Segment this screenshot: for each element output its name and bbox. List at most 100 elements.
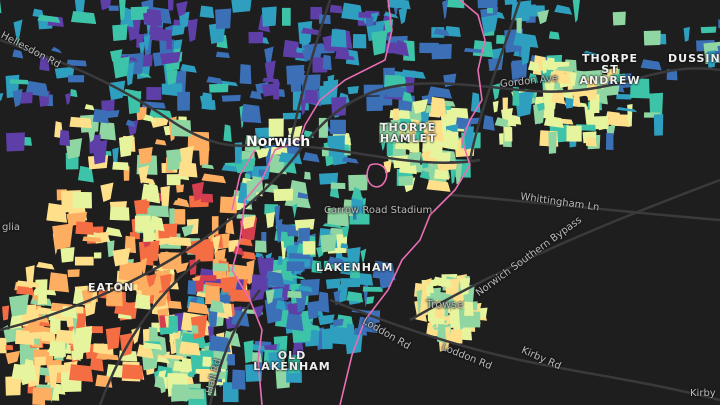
area-polygon bbox=[209, 300, 225, 314]
area-polygon bbox=[566, 125, 582, 142]
area-polygon bbox=[71, 330, 93, 355]
area-polygon bbox=[394, 40, 409, 57]
area-polygon bbox=[112, 56, 130, 79]
area-polygon bbox=[304, 89, 319, 105]
area-polygon bbox=[304, 171, 311, 180]
area-polygon bbox=[160, 185, 170, 208]
area-polygon bbox=[340, 278, 361, 288]
area-polygon bbox=[317, 314, 335, 326]
road-line bbox=[288, 0, 332, 146]
area-polygon bbox=[39, 54, 50, 72]
area-polygon bbox=[166, 29, 172, 50]
area-polygon bbox=[468, 117, 481, 125]
area-polygon bbox=[212, 235, 221, 253]
area-polygon bbox=[398, 175, 414, 186]
area-polygon bbox=[220, 276, 238, 293]
area-polygon bbox=[201, 173, 227, 184]
area-polygon bbox=[0, 0, 2, 14]
area-polygon bbox=[351, 197, 364, 214]
area-polygon bbox=[262, 278, 269, 289]
area-polygon bbox=[189, 371, 195, 378]
area-polygon bbox=[59, 129, 71, 147]
area-polygon bbox=[54, 344, 65, 358]
area-polygon bbox=[387, 0, 411, 10]
area-polygon bbox=[112, 161, 129, 171]
area-polygon bbox=[322, 223, 343, 229]
area-polygon bbox=[683, 26, 690, 42]
area-polygon bbox=[393, 155, 408, 169]
area-polygon bbox=[105, 326, 121, 350]
area-polygon bbox=[15, 329, 35, 345]
area-polygon bbox=[0, 92, 4, 101]
area-polygon bbox=[5, 376, 22, 396]
road-line bbox=[98, 259, 201, 405]
area-polygon bbox=[494, 117, 511, 129]
area-polygon bbox=[104, 226, 123, 238]
area-polygon bbox=[155, 335, 168, 357]
area-polygon bbox=[383, 160, 392, 174]
area-polygon bbox=[5, 132, 25, 152]
area-polygon bbox=[268, 118, 284, 137]
area-polygon bbox=[175, 184, 184, 193]
area-polygon bbox=[360, 248, 367, 266]
area-polygon bbox=[649, 92, 664, 116]
area-polygon bbox=[402, 91, 413, 103]
area-polygon bbox=[223, 295, 231, 304]
area-polygon bbox=[583, 50, 600, 57]
area-polygon bbox=[32, 387, 53, 401]
area-polygon bbox=[138, 240, 160, 263]
area-polygon bbox=[206, 76, 224, 85]
area-polygon bbox=[179, 341, 201, 356]
area-polygon bbox=[159, 51, 181, 65]
area-polygon bbox=[199, 5, 215, 19]
area-polygon bbox=[431, 43, 452, 60]
area-polygon bbox=[327, 135, 345, 157]
area-polygon bbox=[187, 280, 197, 295]
area-polygon bbox=[463, 47, 484, 54]
area-polygon bbox=[146, 273, 157, 288]
area-polygon bbox=[221, 94, 241, 102]
area-polygon bbox=[74, 0, 85, 15]
area-polygon bbox=[426, 179, 451, 192]
area-polygon bbox=[109, 206, 130, 221]
area-polygon bbox=[537, 9, 549, 25]
area-polygon bbox=[548, 71, 572, 85]
area-polygon bbox=[307, 300, 320, 320]
area-polygon bbox=[536, 102, 547, 112]
road-line bbox=[468, 0, 522, 161]
area-polygon bbox=[398, 7, 408, 25]
area-polygon bbox=[209, 83, 229, 93]
area-polygon bbox=[205, 285, 221, 305]
area-polygon bbox=[20, 91, 33, 104]
area-polygon bbox=[146, 86, 162, 100]
area-polygon bbox=[119, 0, 126, 21]
area-polygon bbox=[300, 27, 322, 36]
area-polygon bbox=[178, 161, 198, 178]
area-polygon bbox=[70, 10, 97, 25]
area-polygon bbox=[276, 218, 283, 244]
area-polygon bbox=[707, 50, 716, 69]
area-polygon bbox=[349, 268, 361, 279]
area-polygon bbox=[239, 64, 252, 85]
place-label-thorpe-hamlet: THORPE HAMLET bbox=[380, 121, 437, 145]
area-polygon bbox=[187, 301, 210, 315]
area-polygon bbox=[142, 342, 163, 350]
area-polygon bbox=[2, 305, 10, 321]
area-polygon bbox=[31, 331, 48, 339]
area-polygon bbox=[69, 116, 92, 129]
area-polygon bbox=[507, 121, 517, 127]
area-polygon bbox=[231, 369, 246, 390]
area-polygon bbox=[108, 5, 119, 11]
area-polygon bbox=[513, 32, 539, 48]
area-polygon bbox=[180, 64, 197, 73]
road-line bbox=[329, 298, 720, 402]
area-polygon bbox=[77, 165, 94, 183]
area-polygon bbox=[346, 291, 364, 303]
area-polygon bbox=[244, 135, 261, 153]
area-polygon bbox=[464, 126, 474, 150]
area-polygon bbox=[154, 139, 167, 146]
area-polygon bbox=[425, 284, 435, 296]
area-polygon bbox=[9, 294, 30, 317]
